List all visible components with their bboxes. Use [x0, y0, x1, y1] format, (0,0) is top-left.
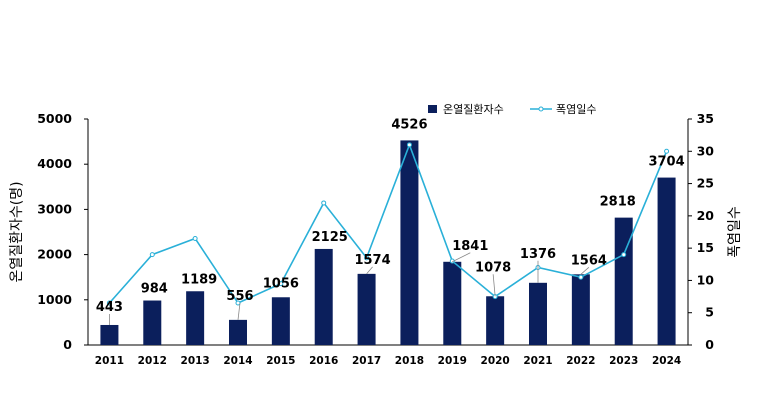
- x-tick-label: 2017: [352, 355, 381, 367]
- data-label: 1056: [263, 276, 299, 291]
- y-right-tick-label: 25: [697, 176, 714, 191]
- line-point: [364, 255, 370, 261]
- y-right-tick-label: 35: [697, 111, 714, 126]
- y-axis-left-label: 온열질환자수(명): [9, 181, 25, 282]
- y-left-tick-label: 5000: [37, 111, 72, 126]
- x-tick-label: 2018: [395, 355, 424, 367]
- data-label: 3704: [648, 155, 684, 170]
- x-tick-label: 2023: [609, 355, 638, 367]
- legend-bar-label: 온열질환자수: [443, 103, 504, 116]
- line-point: [406, 142, 412, 148]
- data-label: 443: [96, 300, 123, 315]
- x-tick-label: 2013: [181, 355, 210, 367]
- line-point: [192, 235, 198, 241]
- line-point: [321, 200, 327, 206]
- y-left-tick-label: 1000: [37, 292, 72, 307]
- y-right-tick-label: 20: [697, 208, 715, 223]
- bar-series: [100, 140, 676, 345]
- x-tick-label: 2019: [438, 355, 467, 367]
- y-left-tick-label: 4000: [37, 156, 72, 171]
- data-label: 1189: [181, 272, 217, 287]
- legend: 온열질환자수 폭염일수: [428, 102, 596, 116]
- line-point: [664, 148, 670, 154]
- x-tick-label: 2015: [266, 355, 295, 367]
- bar: [100, 324, 119, 345]
- bar: [443, 261, 462, 345]
- line-point: [621, 252, 627, 258]
- bar: [657, 177, 676, 345]
- x-tick-label: 2014: [223, 355, 252, 367]
- y-left-tick-label: 2000: [37, 247, 72, 262]
- line-path: [108, 142, 668, 305]
- y-left-tick-label: 3000: [37, 201, 72, 216]
- y-right-tick-label: 0: [705, 337, 714, 352]
- x-tick-label: 2020: [481, 355, 510, 367]
- legend-bar-swatch: [428, 105, 437, 113]
- legend-line-marker: [538, 106, 544, 112]
- y-right-tick-label: 5: [705, 305, 714, 320]
- data-label: 1078: [475, 260, 511, 275]
- legend-line-label: 폭염일수: [556, 102, 596, 116]
- x-tick-label: 2016: [309, 355, 338, 367]
- line-point: [149, 252, 155, 258]
- data-label: 984: [141, 282, 168, 297]
- data-label-leader: [580, 267, 590, 275]
- data-label: 1376: [520, 247, 556, 262]
- axes: 0 1000 2000 3000 4000 5000 0 5 10 15 20 25 30 35 2011 2…: [37, 111, 714, 367]
- x-tick-label: 2011: [95, 355, 124, 367]
- y-left-tick-label: 0: [63, 337, 72, 352]
- y-right-tick-label: 30: [697, 143, 715, 158]
- data-label: 556: [226, 289, 253, 304]
- bar: [271, 297, 290, 345]
- data-label: 1564: [571, 253, 607, 268]
- data-label-leader: [492, 274, 496, 297]
- line-point: [578, 274, 584, 280]
- x-tick-label: 2022: [566, 355, 595, 367]
- y-right-tick-label: 10: [697, 272, 715, 287]
- x-tick-label: 2024: [652, 355, 681, 367]
- bar: [143, 300, 162, 345]
- x-tick-label: 2021: [523, 355, 552, 367]
- bar: [614, 217, 633, 345]
- y-right-tick-label: 15: [697, 240, 714, 255]
- data-label: 2818: [600, 195, 636, 210]
- line-point: [106, 300, 112, 306]
- data-label: 2125: [312, 230, 348, 245]
- bar: [186, 291, 205, 345]
- bar: [357, 273, 376, 345]
- x-tick-label: 2012: [138, 355, 167, 367]
- data-label: 1574: [354, 253, 390, 268]
- data-label-leader: [366, 266, 373, 275]
- line-point: [278, 281, 284, 287]
- bar: [529, 282, 547, 345]
- bar: [571, 274, 590, 345]
- bar: [400, 140, 419, 345]
- data-label: 1841: [452, 239, 488, 254]
- data-label-leader: [452, 252, 471, 263]
- data-label: 4526: [391, 117, 427, 132]
- y-axis-right-label: 폭염일수: [727, 206, 743, 258]
- data-label-leader: [237, 302, 241, 320]
- bar: [486, 296, 505, 345]
- bar: [314, 248, 333, 345]
- bar: [229, 319, 247, 345]
- data-labels: 443 984 1189 556 1056 2125 1574 4526 1841 1078 137…: [96, 117, 685, 325]
